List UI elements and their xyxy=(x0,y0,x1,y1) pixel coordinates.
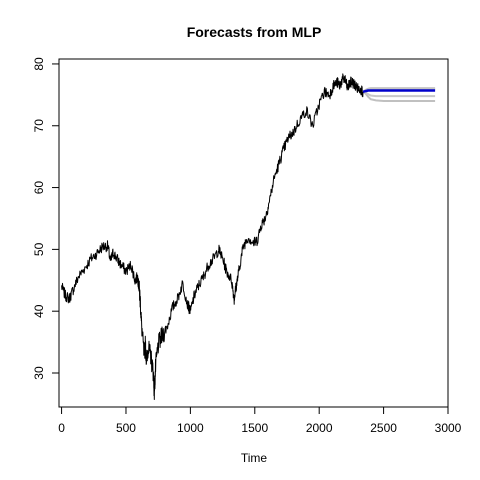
y-axis: 30 40 50 60 70 80 xyxy=(32,57,60,380)
y-tick-label: 50 xyxy=(32,242,46,256)
y-tick-label: 70 xyxy=(32,119,46,133)
x-axis-label: Time xyxy=(241,451,268,465)
series-layer xyxy=(61,73,436,400)
x-tick-label: 2000 xyxy=(306,421,333,435)
forecast-fan-path xyxy=(362,87,436,93)
forecast-fan-path xyxy=(362,90,436,98)
observed-series-line xyxy=(61,73,364,400)
forecast-fan-path xyxy=(362,90,436,102)
y-tick-label: 80 xyxy=(32,57,46,71)
x-tick-label: 3000 xyxy=(435,421,462,435)
y-tick-label: 60 xyxy=(32,181,46,195)
chart-title: Forecasts from MLP xyxy=(187,24,322,40)
y-tick-label: 30 xyxy=(32,366,46,380)
plot-frame xyxy=(58,58,449,408)
x-tick-label: 500 xyxy=(116,421,136,435)
x-tick-label: 1500 xyxy=(241,421,268,435)
x-tick-label: 2500 xyxy=(370,421,397,435)
x-tick-label: 0 xyxy=(58,421,65,435)
x-tick-label: 1000 xyxy=(177,421,204,435)
x-axis: 0 500 1000 1500 2000 2500 3000 xyxy=(58,406,462,435)
y-tick-label: 40 xyxy=(32,304,46,318)
forecast-line xyxy=(362,89,436,94)
